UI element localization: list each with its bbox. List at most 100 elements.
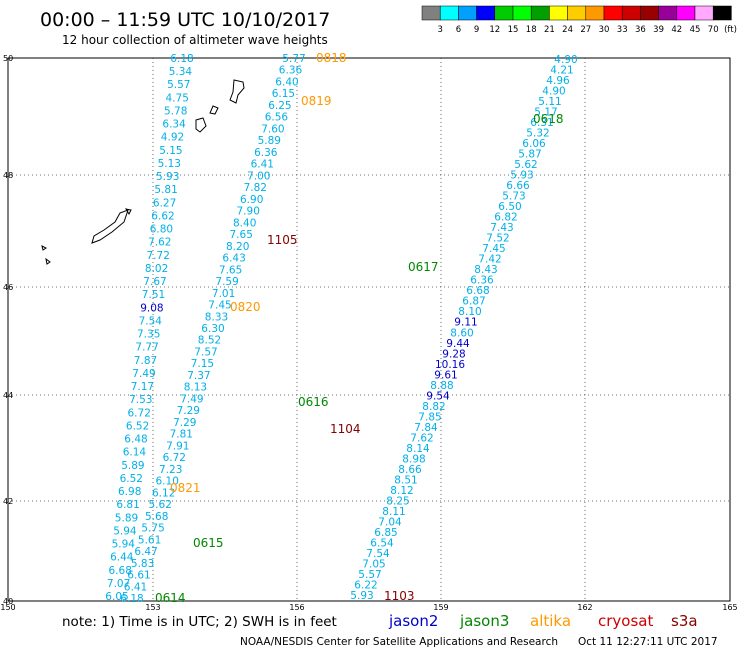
wave-height-value: 6.12 bbox=[152, 487, 175, 499]
wave-height-value: 7.15 bbox=[191, 358, 214, 370]
longitude-label: 156 bbox=[289, 603, 304, 612]
wave-height-value: 6.90 bbox=[240, 194, 263, 206]
colorbar-label: 36 bbox=[635, 25, 646, 35]
longitude-label: 150 bbox=[0, 603, 15, 612]
wave-height-value: 7.60 bbox=[261, 123, 284, 135]
colorbar-swatch bbox=[585, 5, 605, 21]
wave-height-value: 7.17 bbox=[131, 381, 154, 393]
pass-time-label: 0617 bbox=[408, 260, 439, 274]
wave-height-value: 6.48 bbox=[124, 434, 147, 446]
colorbar-label: 27 bbox=[580, 25, 591, 35]
wave-height-value: 6.41 bbox=[124, 581, 147, 593]
coastline bbox=[41, 79, 245, 265]
wave-height-value: 5.94 bbox=[112, 539, 136, 551]
longitude-label: 165 bbox=[722, 603, 737, 612]
wave-height-value: 7.29 bbox=[177, 405, 200, 417]
wave-height-value: 8.02 bbox=[145, 263, 168, 275]
axis-labels: 150 153 156 159 162 165 50 48 46 44 42 40 bbox=[0, 54, 737, 612]
colorbar-label: 18 bbox=[526, 25, 537, 35]
wave-height-value: 5.61 bbox=[138, 534, 161, 546]
map-title: 00:00 – 11:59 UTC 10/10/2017 bbox=[40, 9, 330, 31]
longitude-label: 153 bbox=[145, 603, 160, 612]
colorbar-swatch bbox=[458, 5, 477, 21]
colorbar-swatch bbox=[640, 5, 659, 21]
wave-height-value: 8.98 bbox=[402, 453, 425, 465]
island-outline bbox=[124, 208, 132, 216]
wave-height-value: 6.66 bbox=[506, 180, 530, 192]
footer-credit: NOAA/NESDIS Center for Satellite Applica… bbox=[240, 636, 558, 648]
wave-height-value: 5.93 bbox=[156, 171, 179, 183]
wave-height-value: 7.87 bbox=[134, 355, 157, 367]
footer-timestamp: Oct 11 12:27:11 UTC 2017 bbox=[578, 636, 718, 648]
colorbar-swatch bbox=[658, 5, 678, 21]
wave-height-value: 7.53 bbox=[129, 394, 152, 406]
wave-height-value: 5.75 bbox=[141, 523, 164, 535]
wave-height-value: 7.82 bbox=[244, 182, 267, 194]
wave-height-value: 6.22 bbox=[354, 580, 377, 592]
pass-time-label: 0818 bbox=[316, 51, 347, 65]
wave-height-value: 6.36 bbox=[470, 275, 494, 287]
wave-height-value: 5.77 bbox=[282, 53, 305, 65]
wave-height-value: 8.60 bbox=[450, 327, 473, 339]
wave-height-value: 9.54 bbox=[426, 390, 450, 402]
wave-height-value: 8.12 bbox=[390, 485, 413, 497]
wave-height-value: 9.44 bbox=[446, 338, 470, 350]
pass-time-label: 0615 bbox=[193, 536, 224, 550]
wave-height-value: 6.31 bbox=[530, 117, 553, 129]
colorbar-swatch bbox=[621, 5, 641, 21]
latitude-label: 50 bbox=[3, 54, 13, 63]
wave-height-value: 5.62 bbox=[514, 159, 537, 171]
wave-height-value: 5.17 bbox=[534, 107, 557, 119]
wave-height-value: 6.43 bbox=[222, 253, 245, 265]
wave-height-value: 6.87 bbox=[462, 296, 485, 308]
wave-height-value: 8.66 bbox=[398, 464, 422, 476]
wave-height-value: 6.80 bbox=[150, 224, 173, 236]
wave-height-value: 9.11 bbox=[454, 317, 477, 329]
wave-height-value: 8.10 bbox=[458, 306, 481, 318]
wave-height-value: 5.78 bbox=[164, 106, 187, 118]
wave-height-value: 7.37 bbox=[187, 370, 210, 382]
island-outline bbox=[209, 105, 219, 115]
colorbar-swatch bbox=[476, 5, 496, 21]
wave-height-value: 6.68 bbox=[109, 565, 132, 577]
wave-height-value: 6.47 bbox=[134, 546, 157, 558]
colorbar-label: 24 bbox=[562, 25, 573, 35]
wave-height-value: 6.27 bbox=[153, 197, 176, 209]
wave-height-value: 5.13 bbox=[158, 158, 181, 170]
legend-entry: jason3 bbox=[459, 612, 509, 630]
colorbar-swatch bbox=[512, 5, 532, 21]
wave-height-value: 6.18 bbox=[120, 593, 143, 605]
wave-height-value: 8.33 bbox=[205, 311, 228, 323]
island-outline bbox=[41, 245, 47, 251]
latitude-label: 42 bbox=[3, 497, 13, 506]
wave-height-value: 7.52 bbox=[486, 233, 509, 245]
wave-height-value: 7.84 bbox=[414, 422, 438, 434]
wave-height-value: 6.52 bbox=[120, 473, 143, 485]
wave-height-value: 5.89 bbox=[121, 460, 144, 472]
wave-height-value: 7.45 bbox=[208, 300, 231, 312]
wave-height-value: 5.15 bbox=[159, 145, 182, 157]
colorbar: 3 6 9 12 15 18 21 24 27 30 33 36 39 42 45 70 (ft) bbox=[421, 5, 737, 35]
colorbar-swatch bbox=[549, 5, 568, 21]
island-outline bbox=[91, 209, 129, 244]
wave-height-value: 7.45 bbox=[482, 243, 505, 255]
wave-height-value: 8.52 bbox=[198, 335, 221, 347]
wave-height-value: 9.61 bbox=[434, 369, 457, 381]
pass-time-label: 0614 bbox=[155, 591, 186, 605]
pass-time-label: 0616 bbox=[298, 395, 329, 409]
wave-height-value: 7.62 bbox=[410, 432, 433, 444]
wave-height-value: 7.65 bbox=[219, 264, 242, 276]
island-outline bbox=[45, 257, 51, 265]
wave-height-value: 6.36 bbox=[279, 65, 303, 77]
wave-height-value: 6.62 bbox=[151, 211, 174, 223]
wave-height-value: 7.49 bbox=[132, 368, 155, 380]
wave-height-value: 7.04 bbox=[378, 516, 402, 528]
colorbar-label: 3 bbox=[437, 25, 442, 35]
colorbar-label: 33 bbox=[617, 25, 628, 35]
colorbar-swatch bbox=[421, 5, 441, 21]
colorbar-label: 30 bbox=[599, 25, 610, 35]
colorbar-unit: (ft) bbox=[724, 25, 737, 35]
wave-height-value: 5.83 bbox=[131, 558, 154, 570]
legend-entry: jason2 bbox=[388, 612, 438, 630]
longitude-label: 162 bbox=[577, 603, 592, 612]
